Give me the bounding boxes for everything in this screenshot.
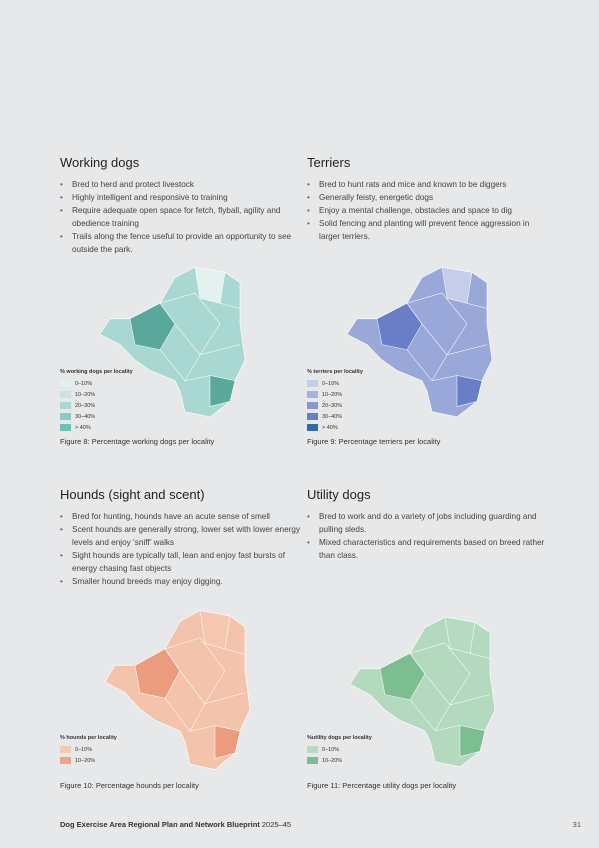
- legend-swatch: [60, 424, 71, 431]
- legend: % working dogs per locality 0–10% 10–20% 20…: [60, 369, 133, 433]
- legend-label: 20–30%: [322, 402, 343, 409]
- legend-label: 10–20%: [322, 391, 343, 398]
- legend-swatch: [307, 746, 318, 753]
- legend-label: > 40%: [75, 424, 91, 431]
- legend-label: 30–40%: [75, 413, 96, 420]
- bullet: Bred for hunting, hounds have an acute s…: [60, 510, 305, 523]
- legend-item: 30–40%: [60, 411, 133, 422]
- legend-item: > 40%: [60, 422, 133, 433]
- legend-label: 30–40%: [322, 413, 343, 420]
- locality-map: [100, 266, 246, 418]
- legend-item: > 40%: [307, 422, 363, 433]
- legend-title: % hounds per locality: [60, 735, 117, 741]
- legend-swatch: [307, 413, 318, 420]
- legend: % terriers per locality 0–10% 10–20% 20–30%…: [307, 369, 363, 433]
- legend-swatch: [60, 746, 71, 753]
- legend-swatch: [60, 402, 71, 409]
- legend-item: 0–10%: [307, 378, 363, 389]
- bullet: Bred to herd and protect livestock: [60, 178, 305, 191]
- legend-item: 30–40%: [307, 411, 363, 422]
- legend-swatch: [60, 380, 71, 387]
- section-title: Terriers: [307, 155, 351, 170]
- locality-map: [347, 266, 493, 418]
- legend-item: 10–20%: [60, 755, 117, 766]
- bullet: Bred to hunt rats and mice and known to …: [307, 178, 552, 191]
- bullet: Sight hounds are typically tall, lean an…: [60, 549, 305, 575]
- section: Utility dogs Bred to work and do a variet…: [307, 487, 552, 562]
- legend-item: 0–10%: [60, 744, 117, 755]
- legend-item: 10–20%: [307, 389, 363, 400]
- bullet-list: Bred to work and do a variety of jobs in…: [307, 510, 552, 562]
- bullet: Solid fencing and planting will prevent …: [307, 217, 552, 243]
- figure-caption: Figure 11: Percentage utility dogs per l…: [307, 781, 457, 790]
- bullet: Scent hounds are generally strong, lower…: [60, 523, 305, 549]
- legend-item: 0–10%: [307, 744, 372, 755]
- page-number: 31: [572, 820, 581, 829]
- legend-swatch: [307, 380, 318, 387]
- figure-caption: Figure 10: Percentage hounds per localit…: [60, 781, 199, 790]
- section-title: Hounds (sight and scent): [60, 487, 205, 502]
- footer: Dog Exercise Area Regional Plan and Netw…: [60, 820, 291, 829]
- footer-title: Dog Exercise Area Regional Plan and Netw…: [60, 820, 260, 829]
- legend-title: % terriers per locality: [307, 369, 363, 375]
- legend-title: % working dogs per locality: [60, 369, 133, 375]
- legend-swatch: [307, 391, 318, 398]
- legend-label: 0–10%: [322, 380, 340, 387]
- legend-label: > 40%: [322, 424, 338, 431]
- legend-label: 0–10%: [75, 746, 93, 753]
- section-title: Utility dogs: [307, 487, 371, 502]
- legend: %utility dogs per locality 0–10% 10–20%: [307, 735, 372, 766]
- legend: % hounds per locality 0–10% 10–20%: [60, 735, 117, 766]
- legend-title: %utility dogs per locality: [307, 735, 372, 741]
- legend-swatch: [307, 424, 318, 431]
- legend-label: 0–10%: [322, 746, 340, 753]
- bullet: Require adequate open space for fetch, f…: [60, 204, 305, 230]
- legend-swatch: [307, 402, 318, 409]
- bullet: Trails along the fence useful to provide…: [60, 230, 305, 256]
- legend-item: 20–30%: [307, 400, 363, 411]
- legend-label: 10–20%: [75, 757, 96, 764]
- legend-label: 0–10%: [75, 380, 93, 387]
- locality-map: [105, 610, 251, 770]
- legend-label: 10–20%: [322, 757, 343, 764]
- bullet: Smaller hound breeds may enjoy digging.: [60, 575, 305, 588]
- bullet: Mixed characteristics and requirements b…: [307, 536, 552, 562]
- locality-map: [350, 616, 496, 768]
- legend-swatch: [307, 757, 318, 764]
- legend-item: 10–20%: [307, 755, 372, 766]
- legend-item: 0–10%: [60, 378, 133, 389]
- bullet: Bred to work and do a variety of jobs in…: [307, 510, 552, 536]
- figure-caption: Figure 8: Percentage working dogs per lo…: [60, 437, 215, 446]
- bullet-list: Bred to herd and protect livestockHighly…: [60, 178, 305, 256]
- bullet-list: Bred for hunting, hounds have an acute s…: [60, 510, 305, 588]
- legend-label: 10–20%: [75, 391, 96, 398]
- bullet: Enjoy a mental challenge, obstacles and …: [307, 204, 552, 217]
- section-title: Working dogs: [60, 155, 140, 170]
- legend-swatch: [60, 391, 71, 398]
- legend-item: 10–20%: [60, 389, 133, 400]
- legend-swatch: [60, 757, 71, 764]
- footer-years: 2025–45: [261, 820, 292, 829]
- section: Working dogs Bred to herd and protect liv…: [60, 155, 305, 256]
- bullet: Highly intelligent and responsive to tra…: [60, 191, 305, 204]
- figure-caption: Figure 9: Percentage terriers per locali…: [307, 437, 441, 446]
- section: Hounds (sight and scent) Bred for hunting…: [60, 487, 305, 588]
- legend-swatch: [60, 413, 71, 420]
- section: Terriers Bred to hunt rats and mice and k…: [307, 155, 552, 243]
- legend-item: 20–30%: [60, 400, 133, 411]
- bullet: Generally feisty, energetic dogs: [307, 191, 552, 204]
- bullet-list: Bred to hunt rats and mice and known to …: [307, 178, 552, 243]
- legend-label: 20–30%: [75, 402, 96, 409]
